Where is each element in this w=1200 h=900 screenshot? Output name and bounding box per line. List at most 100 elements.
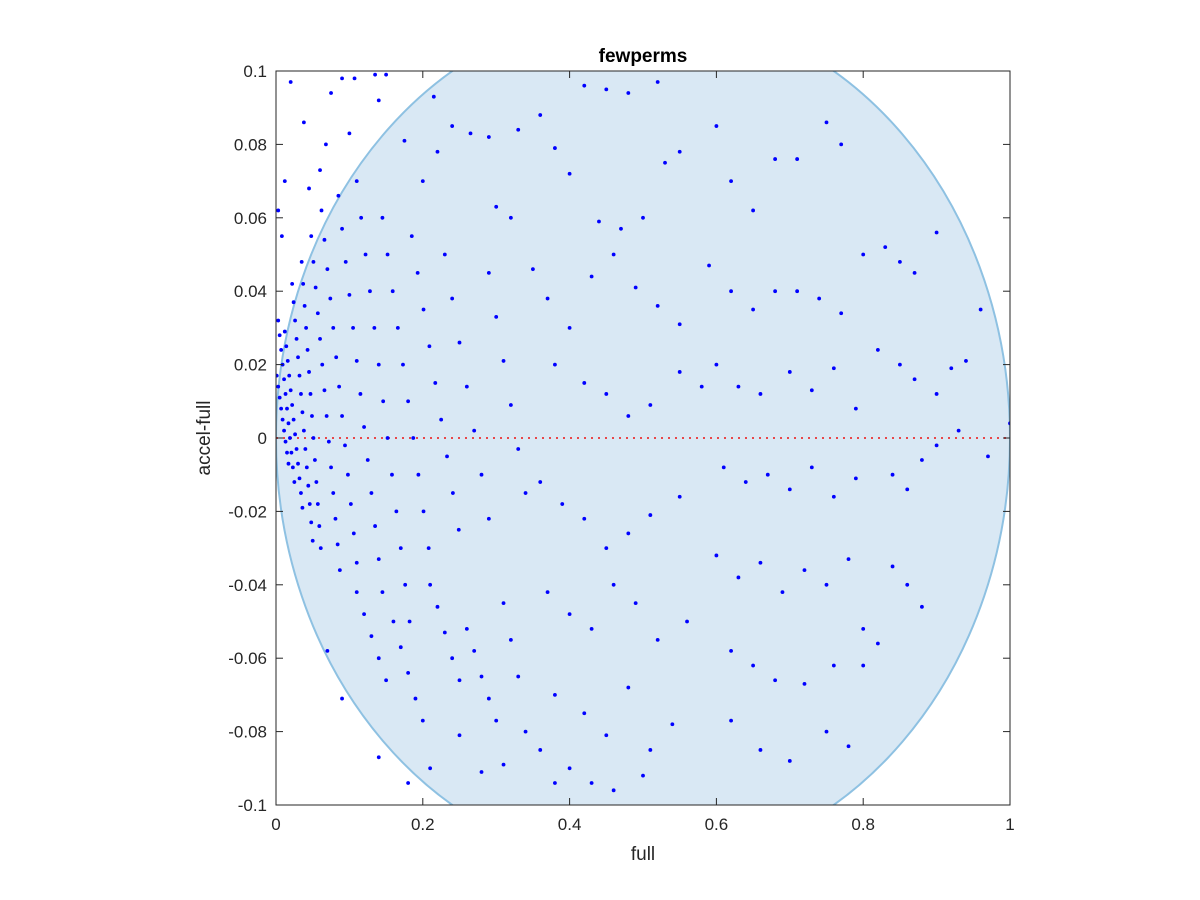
data-point bbox=[802, 568, 807, 573]
data-point bbox=[626, 91, 631, 95]
data-point bbox=[456, 527, 461, 532]
data-point bbox=[285, 359, 290, 363]
data-point bbox=[329, 465, 333, 470]
data-point bbox=[905, 487, 910, 492]
data-point bbox=[861, 252, 866, 257]
data-point bbox=[486, 696, 491, 701]
data-point bbox=[406, 399, 411, 404]
data-point bbox=[831, 494, 836, 499]
data-point bbox=[472, 428, 477, 433]
data-point bbox=[324, 414, 329, 418]
data-point bbox=[390, 472, 394, 477]
data-point bbox=[978, 307, 983, 312]
data-point bbox=[501, 601, 506, 606]
data-point bbox=[442, 252, 447, 257]
data-point bbox=[376, 557, 381, 562]
data-point bbox=[611, 252, 616, 257]
data-point bbox=[279, 406, 284, 411]
data-point bbox=[508, 403, 513, 407]
data-point bbox=[335, 542, 340, 547]
data-point bbox=[294, 337, 299, 341]
data-point bbox=[304, 465, 309, 470]
data-point bbox=[303, 447, 308, 451]
data-point bbox=[313, 458, 317, 462]
data-point bbox=[373, 524, 377, 528]
x-axis: 0 0.2 0.4 0.6 0.8 1 bbox=[271, 71, 1015, 834]
data-point bbox=[415, 270, 420, 275]
data-point bbox=[883, 245, 888, 250]
data-point bbox=[912, 270, 917, 275]
data-point bbox=[824, 729, 829, 734]
data-point bbox=[428, 766, 433, 771]
data-point bbox=[331, 326, 336, 330]
data-point bbox=[318, 337, 322, 341]
data-point bbox=[516, 447, 521, 451]
data-point bbox=[729, 648, 733, 653]
data-point bbox=[949, 366, 954, 371]
data-point bbox=[714, 553, 719, 558]
data-point bbox=[416, 472, 421, 477]
data-point bbox=[831, 366, 836, 371]
y-tick-label: 0.08 bbox=[234, 135, 267, 154]
data-point bbox=[824, 582, 829, 587]
data-point bbox=[839, 311, 844, 316]
data-point bbox=[875, 641, 880, 646]
data-point bbox=[333, 516, 338, 521]
data-point bbox=[699, 384, 704, 389]
data-point bbox=[824, 120, 829, 125]
data-point bbox=[457, 678, 462, 683]
data-point bbox=[358, 392, 363, 396]
data-point bbox=[553, 781, 557, 785]
data-point bbox=[282, 428, 286, 433]
data-point bbox=[362, 612, 366, 617]
data-point bbox=[347, 292, 352, 297]
data-point bbox=[300, 410, 305, 415]
data-point bbox=[567, 766, 572, 771]
data-point bbox=[380, 215, 385, 220]
x-tick-label: 0.6 bbox=[705, 815, 729, 834]
data-point bbox=[736, 384, 741, 389]
data-point bbox=[276, 384, 281, 389]
data-point bbox=[758, 560, 763, 565]
data-point bbox=[934, 443, 939, 448]
data-point bbox=[380, 590, 385, 595]
data-point bbox=[582, 516, 587, 521]
data-point bbox=[795, 289, 800, 294]
data-point bbox=[861, 626, 866, 631]
data-point bbox=[714, 124, 719, 128]
data-point bbox=[279, 234, 284, 239]
data-point bbox=[376, 362, 381, 367]
data-point bbox=[450, 296, 455, 301]
data-point bbox=[322, 388, 327, 393]
data-point bbox=[553, 362, 557, 367]
data-point bbox=[289, 450, 294, 455]
data-point bbox=[285, 406, 289, 411]
data-point bbox=[450, 656, 455, 661]
data-point bbox=[853, 476, 858, 481]
data-point bbox=[439, 417, 444, 422]
data-point bbox=[751, 307, 755, 312]
data-point bbox=[809, 465, 814, 470]
data-point bbox=[310, 538, 315, 543]
data-point bbox=[751, 663, 755, 668]
data-point bbox=[508, 215, 513, 220]
data-point bbox=[508, 637, 513, 642]
data-point bbox=[802, 681, 807, 686]
data-point bbox=[890, 564, 895, 569]
data-point bbox=[486, 135, 491, 139]
data-point bbox=[290, 403, 295, 407]
y-tick-label: -0.02 bbox=[228, 502, 267, 521]
data-point bbox=[641, 215, 645, 220]
data-point bbox=[457, 340, 462, 345]
data-point bbox=[582, 381, 587, 385]
data-point bbox=[354, 590, 359, 595]
data-point bbox=[597, 219, 601, 224]
data-point bbox=[294, 447, 299, 451]
data-point bbox=[912, 377, 917, 382]
data-point bbox=[751, 208, 755, 213]
data-point bbox=[369, 634, 374, 639]
data-point bbox=[403, 582, 408, 587]
data-point bbox=[301, 428, 306, 433]
data-point bbox=[611, 582, 616, 587]
data-point bbox=[337, 384, 342, 389]
